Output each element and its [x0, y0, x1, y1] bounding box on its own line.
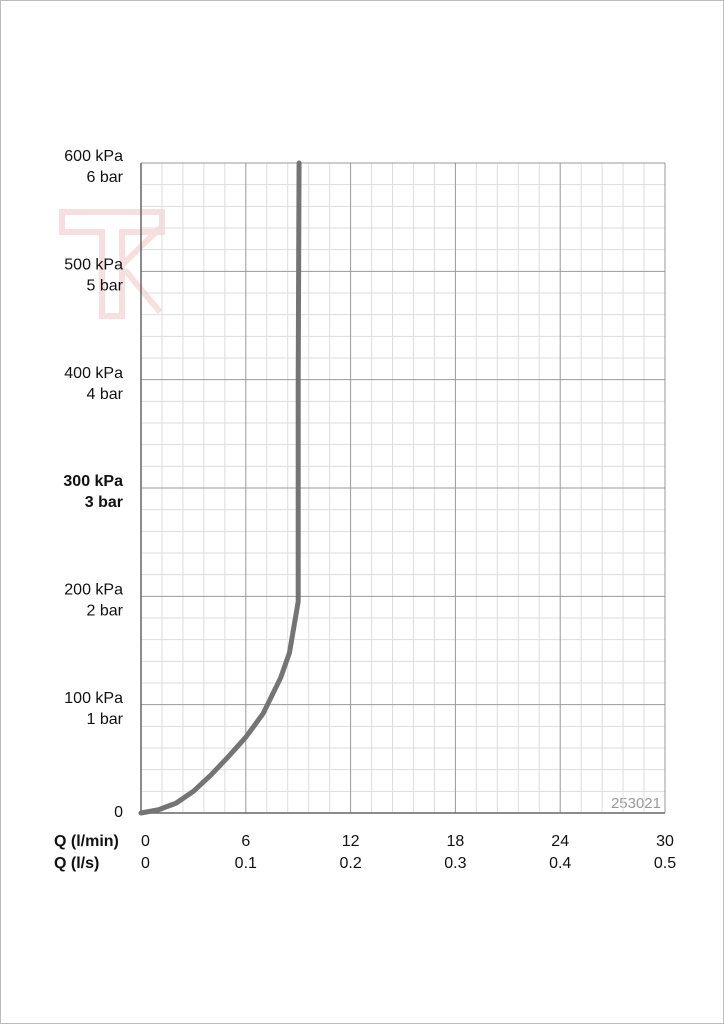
y2-tick-label: 5 bar: [87, 278, 124, 295]
x-tick-label: 30: [656, 833, 674, 850]
y-tick-label: 400 kPa: [64, 365, 123, 382]
x2-tick-label: 0.3: [444, 855, 466, 872]
x2-tick-label: 0: [141, 855, 150, 872]
x-axis-label: Q (l/s): [54, 855, 99, 872]
x-tick-label: 24: [551, 833, 569, 850]
x-tick-label: 6: [241, 833, 250, 850]
x2-tick-label: 0.1: [235, 855, 257, 872]
y-tick-label: 600 kPa: [64, 148, 123, 165]
y-tick-label: 0: [114, 804, 123, 821]
x-axis-label: Q (l/min): [54, 833, 119, 850]
line: [138, 160, 302, 816]
y2-tick-label: 2 bar: [87, 603, 124, 620]
x2-tick-label: 0.5: [654, 855, 676, 872]
y2-tick-label: 3 bar: [85, 494, 123, 511]
y-tick-label: 100 kPa: [64, 690, 123, 707]
y2-tick-label: 4 bar: [87, 386, 124, 403]
x2-tick-label: 0.2: [339, 855, 361, 872]
x-tick-label: 12: [342, 833, 360, 850]
y2-tick-label: 1 bar: [87, 711, 124, 728]
y2-tick-label: 6 bar: [87, 169, 124, 186]
y-tick-label: 500 kPa: [64, 257, 123, 274]
x-tick-label: 18: [447, 833, 465, 850]
annotation: 253021: [611, 795, 661, 812]
x2-tick-label: 0.4: [549, 855, 571, 872]
x-tick-label: 0: [141, 833, 150, 850]
y-tick-label: 200 kPa: [64, 582, 123, 599]
y-tick-label: 300 kPa: [63, 473, 123, 490]
